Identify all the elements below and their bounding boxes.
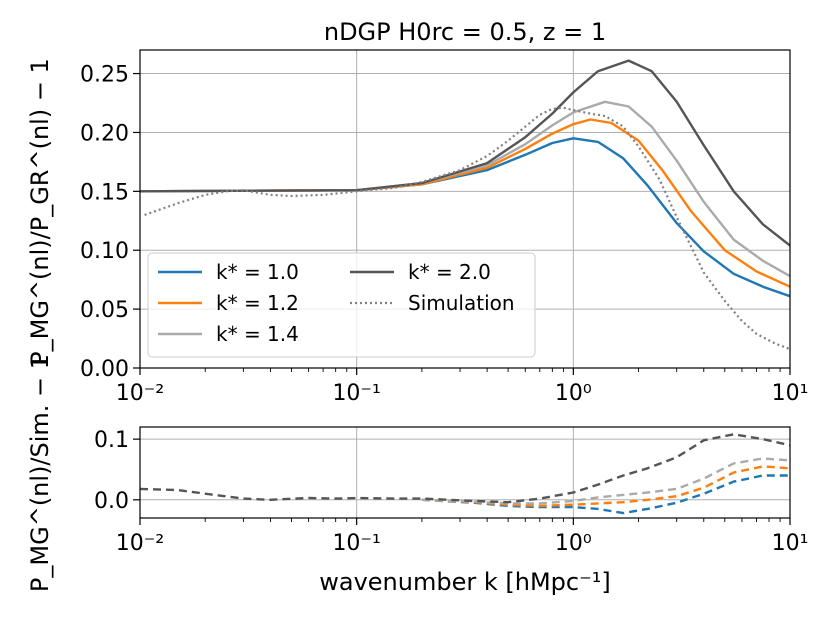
top-ticks: 10⁻² 10⁻¹ 10⁰ 10¹ 0.00 0.05 0.10 0.15 0.20 0.25 bbox=[80, 63, 808, 406]
bottom-series-k-1-2 bbox=[421, 465, 790, 508]
bottom-y-tick-label: 0.1 bbox=[94, 428, 129, 453]
legend-label: k* = 2.0 bbox=[408, 260, 491, 284]
top-x-tick-label: 10¹ bbox=[772, 381, 809, 406]
bottom-series-k-1-0 bbox=[421, 474, 790, 515]
bottom-series bbox=[140, 433, 790, 515]
legend-label: Simulation bbox=[408, 291, 515, 315]
bottom-x-tick-label: 10⁰ bbox=[555, 531, 592, 556]
top-y-tick-label: 0.15 bbox=[80, 180, 129, 205]
top-y-axis-label: P_MG^(nl)/P_GR^(nl) − 1 bbox=[26, 58, 54, 366]
bottom-series-k-2-0 bbox=[140, 433, 790, 504]
top-x-tick-label: 10⁻¹ bbox=[332, 381, 380, 406]
top-x-tick-label: 10⁻² bbox=[116, 381, 164, 406]
top-series-simulation bbox=[144, 106, 790, 351]
bottom-ticks: 10⁻² 10⁻¹ 10⁰ 10¹ 0.0 0.1 bbox=[94, 428, 808, 556]
chart-title: nDGP H0rc = 0.5, z = 1 bbox=[324, 18, 606, 46]
top-series-k-2-0 bbox=[140, 59, 790, 247]
bottom-grid bbox=[139, 427, 791, 518]
top-y-tick-label: 0.00 bbox=[80, 357, 129, 382]
legend-box bbox=[147, 252, 536, 358]
top-x-tick-label: 10⁰ bbox=[555, 381, 592, 406]
top-y-tick-label: 0.20 bbox=[80, 121, 129, 146]
bottom-y-axis-label: P_MG^(nl)/Sim. − 1 bbox=[26, 354, 54, 592]
bottom-x-tick-label: 10¹ bbox=[772, 531, 809, 556]
bottom-series-k-1-4 bbox=[421, 457, 790, 505]
top-y-tick-label: 0.10 bbox=[80, 239, 129, 264]
top-axes-frame bbox=[139, 49, 791, 369]
legend: k* = 1.0 k* = 1.2 k* = 1.4 k* = 2.0 Simulati… bbox=[147, 252, 536, 358]
top-y-tick-label: 0.05 bbox=[80, 298, 129, 323]
legend-label: k* = 1.2 bbox=[216, 291, 299, 315]
bottom-x-tick-label: 10⁻² bbox=[116, 531, 164, 556]
top-series bbox=[140, 59, 790, 351]
top-series-k-1-2 bbox=[140, 118, 790, 288]
legend-label: k* = 1.4 bbox=[216, 322, 299, 346]
top-y-tick-label: 0.25 bbox=[80, 63, 129, 88]
legend-label: k* = 1.0 bbox=[216, 260, 299, 284]
bottom-axes-frame bbox=[139, 426, 791, 519]
x-axis-label: wavenumber k [hMpc⁻¹] bbox=[319, 568, 611, 596]
bottom-y-tick-label: 0.0 bbox=[94, 489, 129, 514]
bottom-x-tick-label: 10⁻¹ bbox=[332, 531, 380, 556]
